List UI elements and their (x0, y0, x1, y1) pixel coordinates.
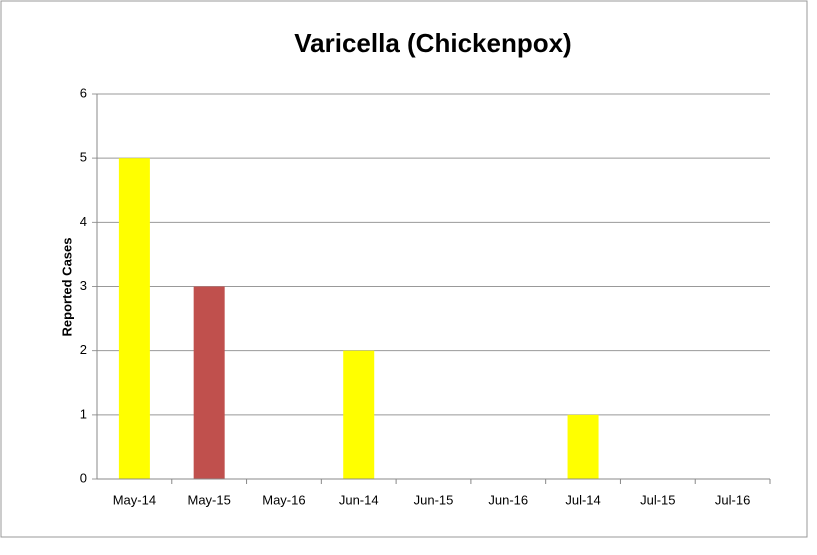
y-tick-label: 2 (80, 342, 87, 357)
y-tick-label: 0 (80, 470, 87, 485)
x-tick-label: Jul-16 (715, 492, 750, 507)
y-tick-label: 4 (80, 214, 87, 229)
x-tick-label: Jul-15 (640, 492, 675, 507)
x-tick-label: Jun-15 (414, 492, 454, 507)
x-tick-label: Jun-16 (488, 492, 528, 507)
x-tick-label: May-14 (113, 492, 156, 507)
bar (118, 158, 150, 479)
chart-title: Varicella (Chickenpox) (294, 28, 571, 58)
x-tick-label: Jun-14 (339, 492, 379, 507)
y-tick-label: 3 (80, 278, 87, 293)
y-tick-label: 6 (80, 85, 87, 100)
bar (567, 414, 599, 479)
x-tick-label: May-16 (262, 492, 305, 507)
y-tick-label: 5 (80, 150, 87, 165)
y-axis-label: Reported Cases (59, 238, 74, 337)
bar (193, 286, 225, 479)
x-tick-label: May-15 (187, 492, 230, 507)
bar (343, 350, 375, 479)
x-tick-label: Jul-14 (565, 492, 600, 507)
y-tick-label: 1 (80, 406, 87, 421)
